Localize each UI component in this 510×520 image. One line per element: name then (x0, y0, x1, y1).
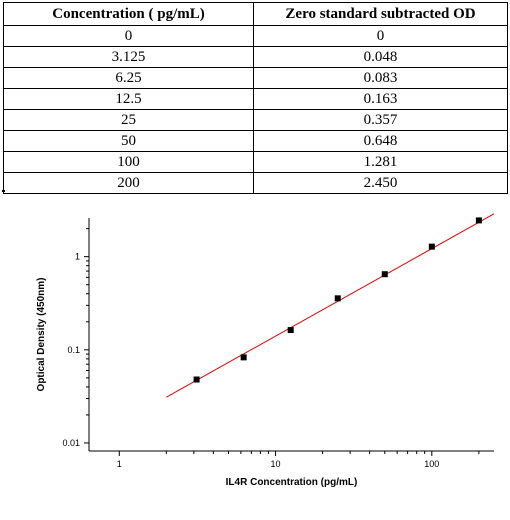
table-corner-mark (2, 190, 5, 192)
cell-od: 1.281 (253, 151, 508, 173)
cell-concentration: 6.25 (3, 67, 254, 89)
data-point (475, 217, 482, 224)
data-point (240, 354, 247, 361)
cell-concentration: 100 (3, 151, 254, 173)
cell-concentration: 200 (3, 172, 254, 194)
fit-line (166, 213, 495, 398)
y-axis-ticks: 0.01 0.1 1 (62, 228, 89, 448)
table-row: 25 0.357 (3, 109, 508, 131)
table-row: 6.25 0.083 (3, 67, 508, 89)
cell-concentration: 0 (3, 25, 254, 47)
x-axis-title: IL4R Concentration (pg/mL) (226, 477, 358, 488)
data-point (287, 327, 294, 334)
x-axis-ticks: 1 10 100 (117, 451, 480, 469)
header-od: Zero standard subtracted OD (253, 2, 508, 26)
x-tick-label: 10 (271, 459, 281, 469)
chart-axes (88, 218, 494, 452)
standard-curve-chart: 1 10 100 0.01 0.1 1 IL4R Concentration (pg/m… (36, 213, 495, 488)
y-tick-label: 0.01 (62, 438, 80, 448)
standard-data-table: Concentration ( pg/mL) Zero standard sub… (3, 2, 508, 194)
cell-od: 0.048 (253, 46, 508, 68)
data-point (381, 271, 388, 278)
cell-concentration: 25 (3, 109, 254, 131)
data-points (193, 217, 482, 383)
cell-od: 0.648 (253, 130, 508, 152)
y-tick-label: 0.1 (67, 345, 80, 355)
cell-od: 2.450 (253, 172, 508, 194)
table-row: 3.125 0.048 (3, 46, 508, 68)
y-axis-title: Optical Density (450nm) (36, 278, 47, 392)
cell-concentration: 3.125 (3, 46, 254, 68)
table-row: 50 0.648 (3, 130, 508, 152)
table-row: 0 0 (3, 25, 508, 47)
header-concentration: Concentration ( pg/mL) (3, 2, 254, 26)
cell-od: 0.083 (253, 67, 508, 89)
table-row: 200 2.450 (3, 172, 508, 194)
table-row: 12.5 0.163 (3, 88, 508, 110)
cell-od: 0 (253, 25, 508, 47)
cell-od: 0.357 (253, 109, 508, 131)
x-tick-label: 100 (424, 459, 439, 469)
table-header-row: Concentration ( pg/mL) Zero standard sub… (3, 2, 508, 26)
table-row: 100 1.281 (3, 151, 508, 173)
data-point (334, 295, 341, 302)
cell-concentration: 12.5 (3, 88, 254, 110)
cell-concentration: 50 (3, 130, 254, 152)
data-point (428, 243, 435, 250)
cell-od: 0.163 (253, 88, 508, 110)
y-tick-label: 1 (75, 252, 80, 262)
data-point (193, 376, 200, 383)
x-tick-label: 1 (117, 459, 122, 469)
